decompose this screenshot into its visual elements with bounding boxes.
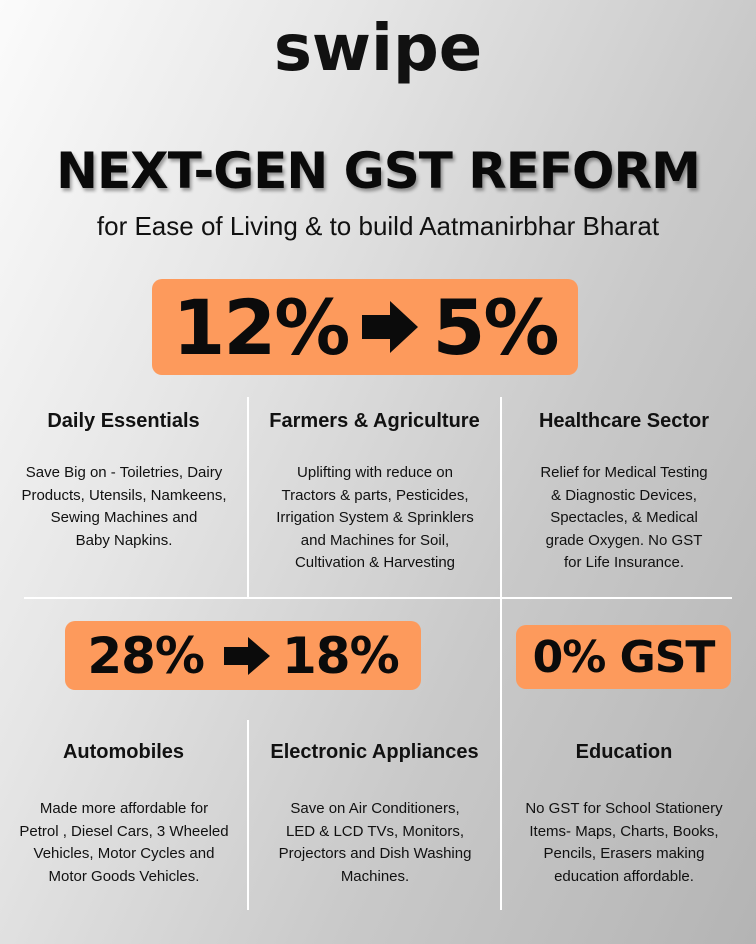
divider-vertical-top-left bbox=[247, 397, 249, 597]
divider-vertical-top-right bbox=[500, 397, 502, 597]
section-title-automobiles: Automobiles bbox=[62, 741, 185, 763]
page-subtitle: for Ease of Living & to build Aatmanirbh… bbox=[96, 211, 660, 241]
divider-vertical-bottom-left bbox=[247, 720, 249, 910]
divider-vertical-mid-right bbox=[500, 597, 502, 910]
section-body-farmers-agriculture: Uplifting with reduce on Tractors & part… bbox=[276, 464, 474, 571]
page-title: NEXT-GEN GST REFORM bbox=[56, 142, 701, 200]
rate-to: 5% bbox=[432, 282, 559, 372]
rate-badge-28-to-18: 28% 18% bbox=[65, 621, 421, 690]
rate-to: 18% bbox=[282, 626, 400, 685]
section-title-education: Education bbox=[575, 741, 673, 763]
section-body-automobiles: Made more affordable for Petrol , Diesel… bbox=[19, 800, 229, 885]
zero-gst-badge: 0% GST bbox=[516, 625, 731, 689]
section-title-electronic-appliances: Electronic Appliances bbox=[270, 741, 479, 763]
section-body-electronic-appliances: Save on Air Conditioners, LED & LCD TVs,… bbox=[278, 800, 472, 885]
divider-horizontal bbox=[24, 597, 732, 599]
rate-from: 12% bbox=[172, 282, 351, 372]
section-title-healthcare: Healthcare Sector bbox=[538, 410, 710, 432]
section-body-daily-essentials: Save Big on - Toiletries, Dairy Products… bbox=[21, 464, 227, 549]
right-arrow-icon bbox=[224, 636, 270, 675]
swipe-logo: swipe bbox=[273, 12, 483, 86]
section-body-education: No GST for School Stationery Items- Maps… bbox=[525, 800, 723, 885]
section-title-farmers-agriculture: Farmers & Agriculture bbox=[269, 410, 480, 432]
rate-from: 28% bbox=[87, 626, 205, 685]
right-arrow-icon bbox=[362, 301, 419, 353]
section-title-daily-essentials: Daily Essentials bbox=[47, 410, 200, 432]
section-body-healthcare: Relief for Medical Testing & Diagnostic … bbox=[540, 464, 708, 571]
rate-badge-12-to-5: 12% 5% bbox=[152, 279, 578, 375]
